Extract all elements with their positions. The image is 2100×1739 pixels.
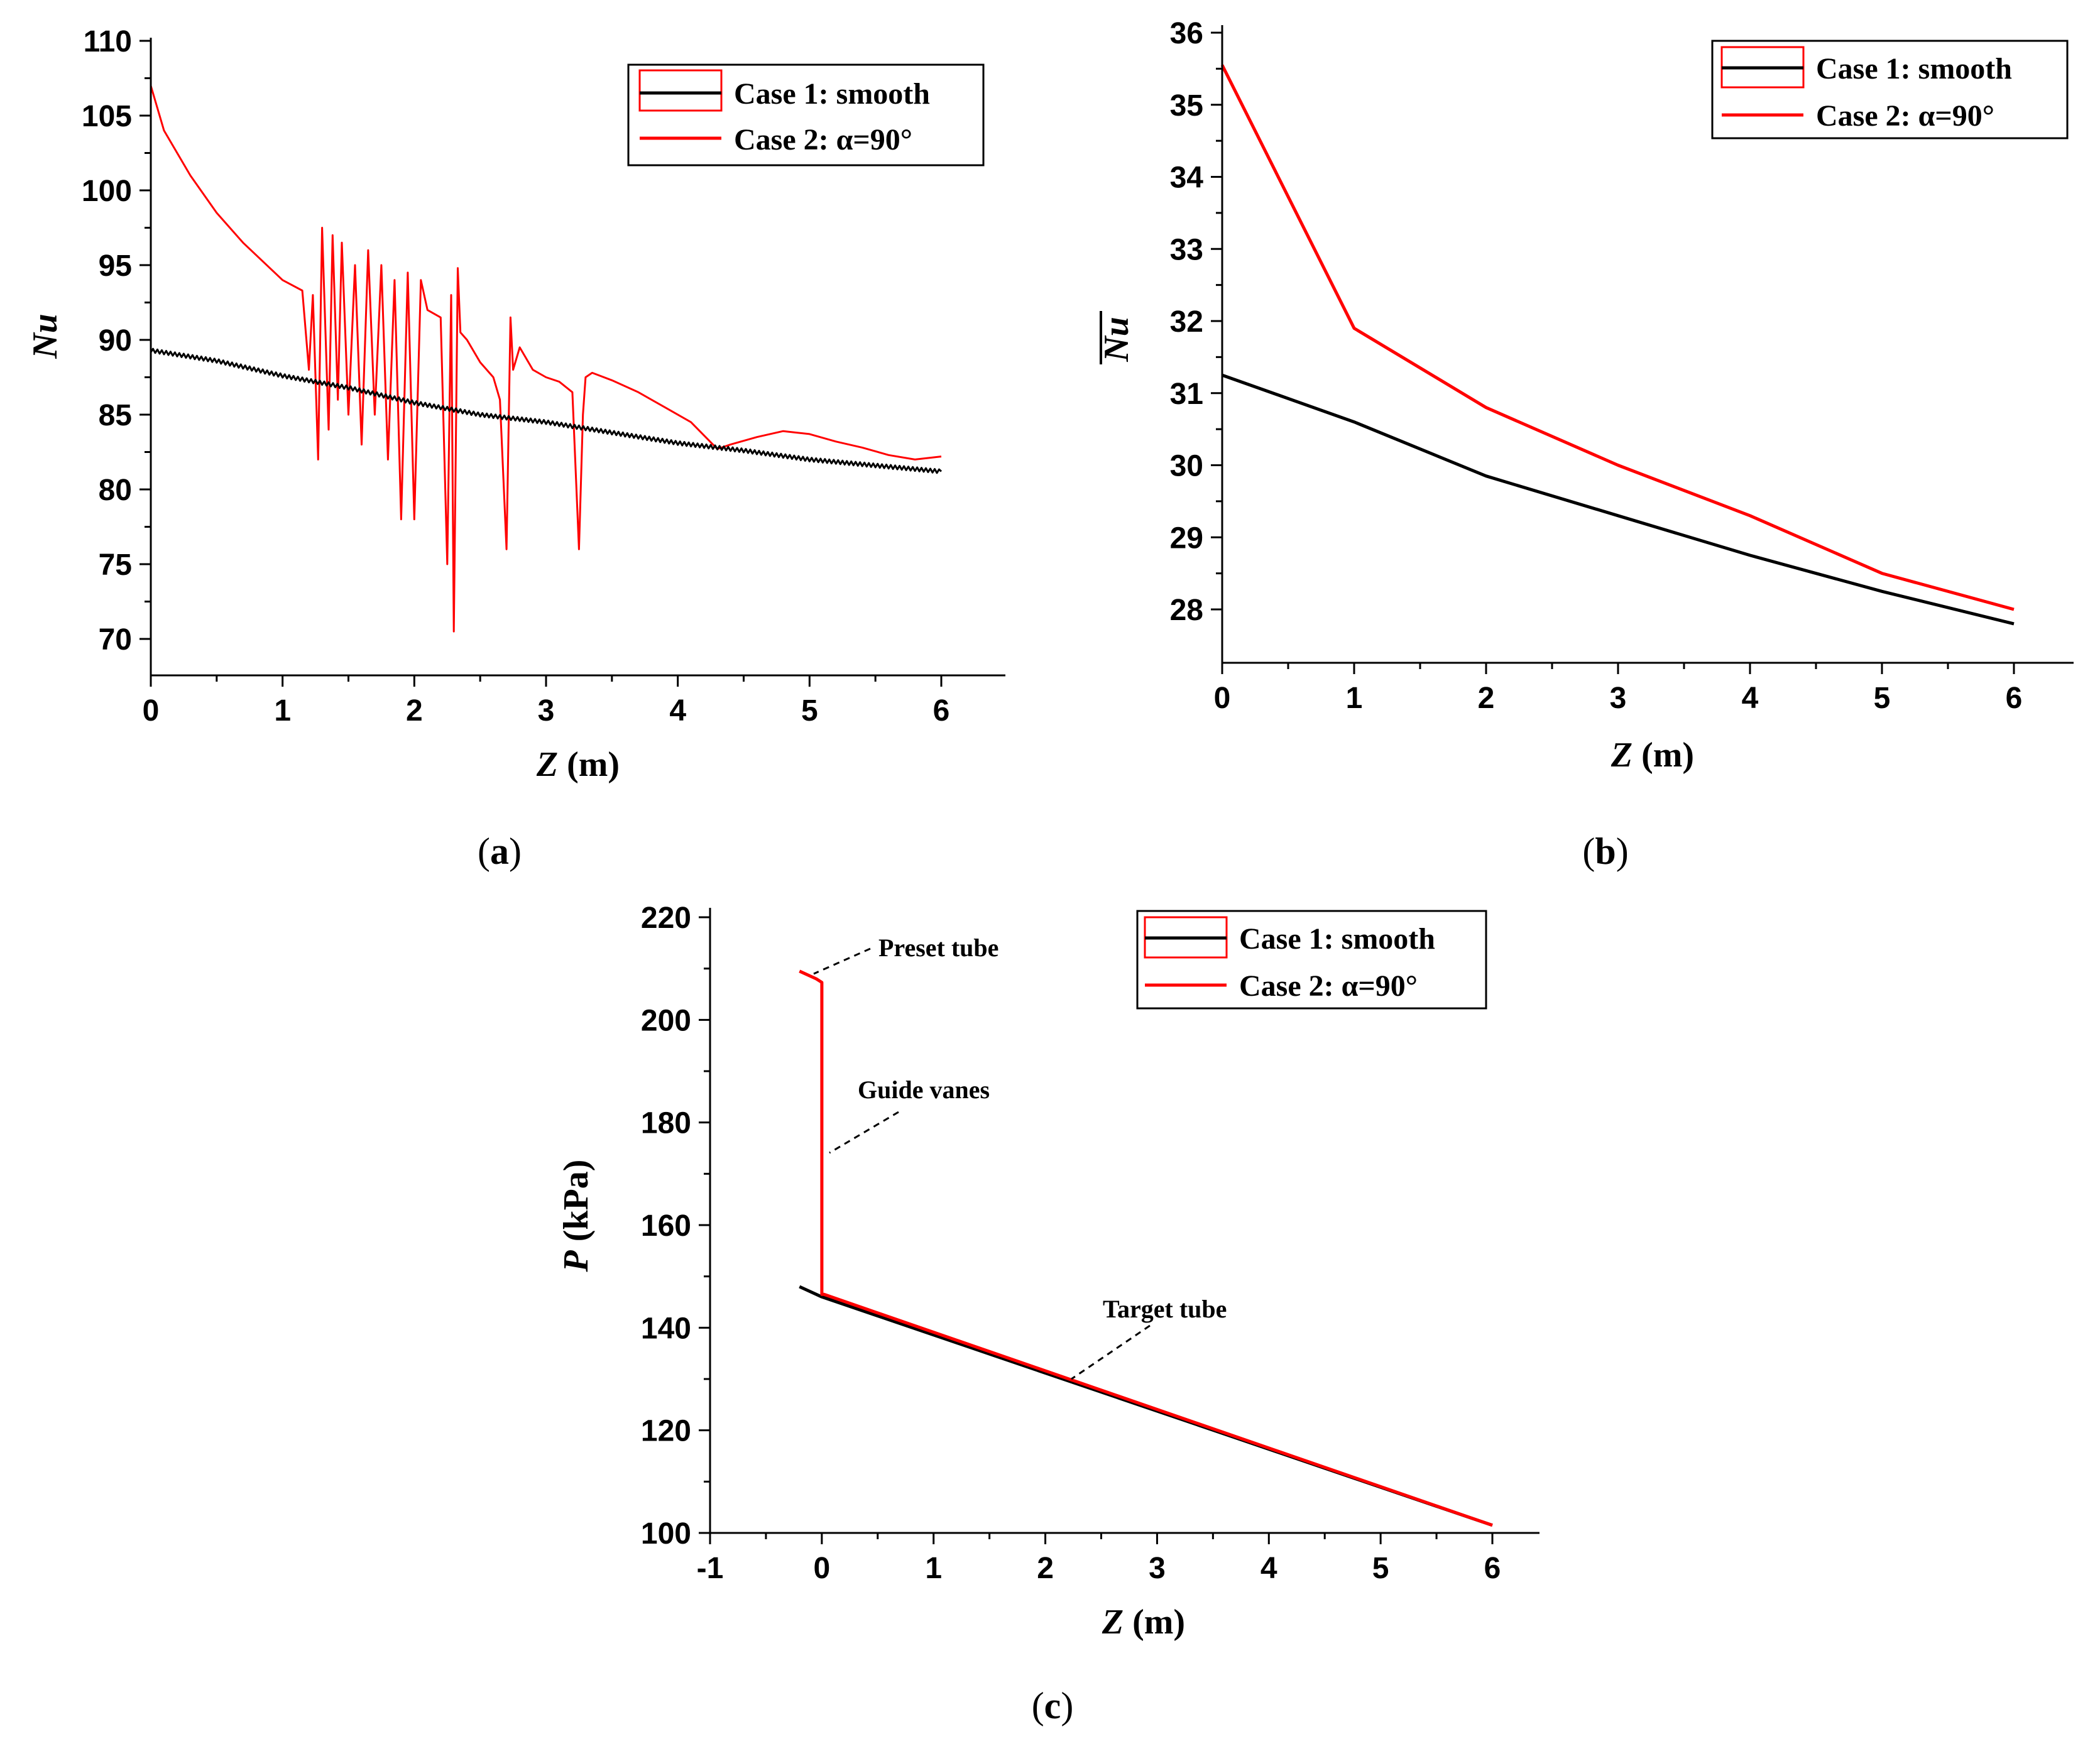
panel-c-xtick-label-4: 3 (1149, 1552, 1166, 1585)
panel-b-xlabel: Z (m) (1611, 736, 1694, 775)
panel-c-ytick-label-5: 200 (641, 1004, 691, 1037)
panel-c-ytick-label-1: 120 (641, 1415, 691, 1448)
panel-b-legend: Case 1: smooth Case 2: α=90° (1711, 40, 2069, 139)
panel-c-legend-case1: Case 1: smooth (1239, 922, 1435, 956)
panel-b-ytick-label-3: 31 (1170, 378, 1203, 411)
panel-c-legend-box (1136, 910, 1487, 1010)
panel-a-legend-box (627, 63, 985, 166)
panel-c-series-case2-alpha90 (799, 969, 1493, 1527)
annotation-guide-vanes: Guide vanes (858, 1076, 990, 1104)
panel-c-xtick-label-6: 5 (1372, 1552, 1389, 1585)
annotation-guide-vanes-leader (829, 1111, 899, 1154)
panel-b-series-case2-alpha90 (1220, 64, 2015, 611)
panel-b-legend-box (1711, 40, 2069, 139)
panel-b-ylabel: Nu (1097, 317, 1136, 363)
panel-a-xtick-label-6: 6 (933, 694, 950, 728)
panel-c-ytick-label-6: 220 (641, 902, 691, 935)
panel-b-ytick-label-2: 30 (1170, 450, 1203, 483)
panel-a-ytick-label-1: 75 (99, 548, 132, 582)
panel-a-ytick-label-3: 85 (99, 399, 132, 432)
panel-a-ytick-label-2: 80 (99, 474, 132, 507)
panel-b-ytick-label-6: 34 (1170, 161, 1204, 195)
panel-b-xtick-label-5: 5 (1874, 682, 1891, 715)
panel-b-xtick-label-3: 3 (1610, 682, 1627, 715)
panel-c-ticks: -1 0 1 2 3 4 5 6 100 120 140 160 180 200 220 (641, 902, 1501, 1585)
panel-b-ytick-label-7: 35 (1170, 89, 1203, 123)
panel-b-legend-case2: Case 2: α=90° (1816, 99, 1994, 133)
annotation-target-tube: Target tube (1103, 1295, 1227, 1323)
panel-a-legend: Case 1: smooth Case 2: α=90° (627, 63, 985, 166)
panel-c: -1 0 1 2 3 4 5 6 100 120 140 160 180 200 220 P (kPa) Z… (557, 902, 1539, 1726)
panel-c-caption: (c) (1032, 1685, 1074, 1726)
panel-b-legend-case1: Case 1: smooth (1816, 52, 2012, 85)
panel-a-xtick-label-4: 4 (669, 694, 686, 728)
panel-c-xtick-label-5: 4 (1261, 1552, 1277, 1585)
panel-a-legend-swatch-red-box (638, 69, 723, 112)
panel-a-caption: (a) (478, 831, 522, 872)
panel-a: 0 1 2 3 4 5 6 70 75 80 85 90 95 100 105 110 Nu Z (m) (a… (26, 25, 1005, 872)
panel-a-ytick-label-6: 100 (82, 175, 132, 208)
panel-b-ytick-label-5: 33 (1170, 233, 1203, 266)
panel-a-series-case2-alpha90 (150, 85, 942, 633)
panel-c-ytick-label-4: 180 (641, 1107, 691, 1140)
panel-b-xtick-label-2: 2 (1478, 682, 1495, 715)
panel-c-xtick-label-7: 6 (1484, 1552, 1501, 1585)
panel-c-legend: Case 1: smooth Case 2: α=90° (1136, 910, 1487, 1010)
panel-b-ytick-label-8: 36 (1170, 17, 1203, 50)
panel-a-xtick-label-2: 2 (406, 694, 423, 728)
panel-a-xtick-label-3: 3 (538, 694, 555, 728)
panel-b-xtick-label-6: 6 (2006, 682, 2023, 715)
panel-b-ytick-label-0: 28 (1170, 594, 1203, 627)
panel-c-ytick-label-0: 100 (641, 1517, 691, 1551)
panel-c-xlabel: Z (m) (1102, 1603, 1185, 1642)
panel-b-plot-lines (1220, 64, 2015, 626)
panel-a-ytick-label-7: 105 (82, 100, 132, 133)
panel-b-xtick-label-4: 4 (1742, 682, 1759, 715)
panel-a-legend-case1: Case 1: smooth (734, 77, 930, 111)
panel-a-xtick-label-1: 1 (274, 694, 291, 728)
panel-a-ytick-label-0: 70 (99, 623, 132, 657)
annotation-preset-tube-leader (813, 947, 871, 975)
panel-b-series-case1-smooth (1222, 373, 2015, 626)
panel-b-caption: (b) (1582, 831, 1628, 872)
panel-a-xtick-label-0: 0 (143, 694, 160, 728)
panel-a-ytick-label-8: 110 (84, 25, 132, 58)
panel-b-ytick-label-1: 29 (1170, 521, 1203, 555)
panel-c-xtick-label-1: 0 (814, 1552, 831, 1585)
panel-a-series-case1-smooth (150, 347, 943, 474)
panel-a-plot-lines (150, 85, 943, 633)
panel-a-xlabel: Z (m) (536, 745, 620, 784)
panel-c-ytick-label-2: 140 (641, 1312, 691, 1345)
panel-a-ytick-label-5: 95 (99, 249, 132, 283)
panel-c-legend-case2: Case 2: α=90° (1239, 969, 1418, 1003)
panel-a-ticks: 0 1 2 3 4 5 6 70 75 80 85 90 95 100 105 110 (82, 25, 949, 728)
annotation-preset-tube: Preset tube (878, 934, 998, 962)
panel-c-ylabel: P (kPa) (557, 1160, 596, 1273)
panel-c-ytick-label-3: 160 (641, 1209, 691, 1243)
panel-a-ytick-label-4: 90 (99, 324, 132, 357)
panel-a-legend-case2: Case 2: α=90° (734, 123, 912, 156)
panel-c-xtick-label-0: -1 (697, 1552, 724, 1585)
panel-a-ylabel: Nu (26, 313, 65, 359)
panel-c-xtick-label-3: 2 (1037, 1552, 1054, 1585)
panel-b-xtick-label-1: 1 (1346, 682, 1363, 715)
panel-c-xtick-label-2: 1 (925, 1552, 942, 1585)
panel-c-plot-lines (799, 969, 1493, 1527)
annotation-target-tube-leader (1071, 1324, 1151, 1380)
panel-a-xtick-label-5: 5 (801, 694, 818, 728)
panel-b-ytick-label-4: 32 (1170, 305, 1203, 339)
panel-b-xtick-label-0: 0 (1214, 682, 1231, 715)
